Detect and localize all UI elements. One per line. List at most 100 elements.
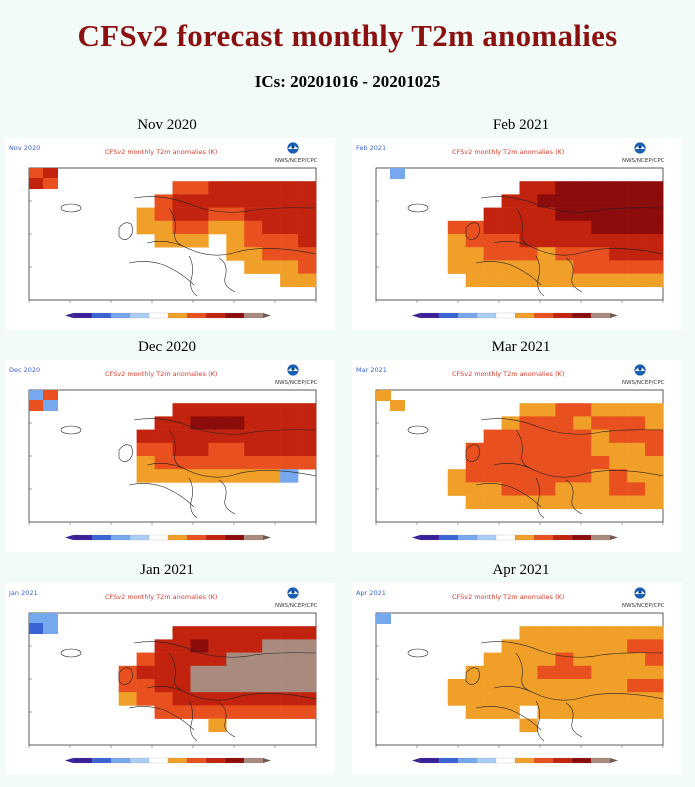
anomaly-cell [609,665,628,680]
anomaly-cell [298,260,317,274]
anomaly-cell [627,416,646,430]
anomaly-cell [244,260,263,274]
colorbar-swatch [438,534,459,541]
anomaly-cell [537,273,556,288]
anomaly-cell [190,442,209,457]
colorbar-swatch [533,534,554,541]
anomaly-cell [136,692,155,706]
coastline-borders [118,196,317,297]
anomaly-cell [591,247,610,261]
anomaly-cell [609,273,628,288]
anomaly-cell [226,234,245,248]
anomaly-cell [609,626,628,640]
noaa-logo-icon [286,586,300,600]
anomaly-cell [465,705,484,719]
anomaly-cell [573,679,592,693]
colorbar-swatch [129,534,150,541]
colorbar-swatch [514,757,535,764]
anomaly-cell [136,429,155,444]
anomaly-cell [208,626,227,640]
anomaly-cell [573,220,592,235]
anomaly-cell [609,194,628,208]
anomaly-cell [537,247,556,261]
colorbar-swatch [148,312,169,319]
colorbar-swatch [129,312,150,319]
anomaly-cell [591,482,610,496]
anomaly-cell [483,260,502,274]
anomaly-cell [172,442,191,457]
anomaly-cell [262,181,281,195]
anomaly-cell [627,194,646,208]
anomaly-cell [537,220,556,235]
colorbar-swatch [457,312,478,319]
colorbar-swatch [495,534,516,541]
anomaly-cell [208,718,227,733]
anomaly-cell [555,626,574,640]
colorbar-swatch [419,757,440,764]
anomaly-cell [591,679,610,693]
anomaly-cell [501,429,520,444]
anomaly-cell [465,482,484,496]
anomaly-cell [519,442,538,457]
anomaly-cell [298,639,317,653]
anomaly-cell [154,705,173,719]
anomaly-cell [154,220,173,235]
anomaly-cell [519,429,538,444]
anomaly-cell [280,194,299,208]
anomaly-cell [208,639,227,653]
anomaly-cell [591,665,610,680]
anomaly-cell [591,429,610,444]
anomaly-cell [226,705,245,719]
anomaly-cell [537,194,556,208]
anomaly-cell [591,181,610,195]
anomaly-cell [627,469,646,483]
anomaly-cell [226,456,245,470]
anomaly-cell [591,403,610,417]
anomaly-cell [483,469,502,483]
anomaly-cell [591,469,610,483]
inset-month-label: Mar 2021 [356,366,387,374]
colorbar-swatch [571,757,592,764]
inset-month-label: Dec 2020 [9,366,40,374]
anomaly-cell [609,247,628,261]
anomaly-cell [244,429,263,444]
anomaly-cell [501,705,520,719]
colorbar-swatch [243,312,264,319]
anomaly-cell [519,181,538,195]
anomaly-cell [627,247,646,261]
colorbar-swatch [72,757,93,764]
map-svg-apr: Apr 2021 CFSv2 monthly T2m anomalies (K) N… [356,586,665,764]
anomaly-cell [591,260,610,274]
anomaly-cell [555,482,574,496]
anomaly-cell [627,639,646,653]
colorbar-swatch [91,534,112,541]
anomaly-cell [609,181,628,195]
inset-month-label: Feb 2021 [356,144,386,152]
page-subtitle: ICs: 20201016 - 20201025 [254,72,441,91]
anomaly-cell [519,273,538,288]
anomaly-cell [298,207,317,222]
anomaly-cell [501,469,520,483]
anomaly-cell [154,442,173,457]
anomaly-cell [262,652,281,667]
anomaly-cell [519,247,538,261]
anomaly-cell [591,652,610,667]
anomaly-cell [591,626,610,640]
colorbar-swatch [91,757,112,764]
colorbar-swatch [110,312,131,319]
anomaly-cell [501,495,520,510]
anomaly-cell [298,652,317,667]
anomaly-cell [501,679,520,693]
anomaly-cell [537,692,556,706]
anomaly-cell [465,260,484,274]
anomaly-cell [483,273,502,288]
anomaly-cell [555,639,574,653]
anomaly-cell [280,234,299,248]
anomaly-cell [118,679,137,693]
anomaly-cell [609,220,628,235]
anomaly-cell [226,247,245,261]
anomaly-cell [555,469,574,483]
anomaly-cell [501,260,520,274]
anomaly-cell [627,665,646,680]
agency-label: NWS/NCEP/CPC [275,380,318,386]
